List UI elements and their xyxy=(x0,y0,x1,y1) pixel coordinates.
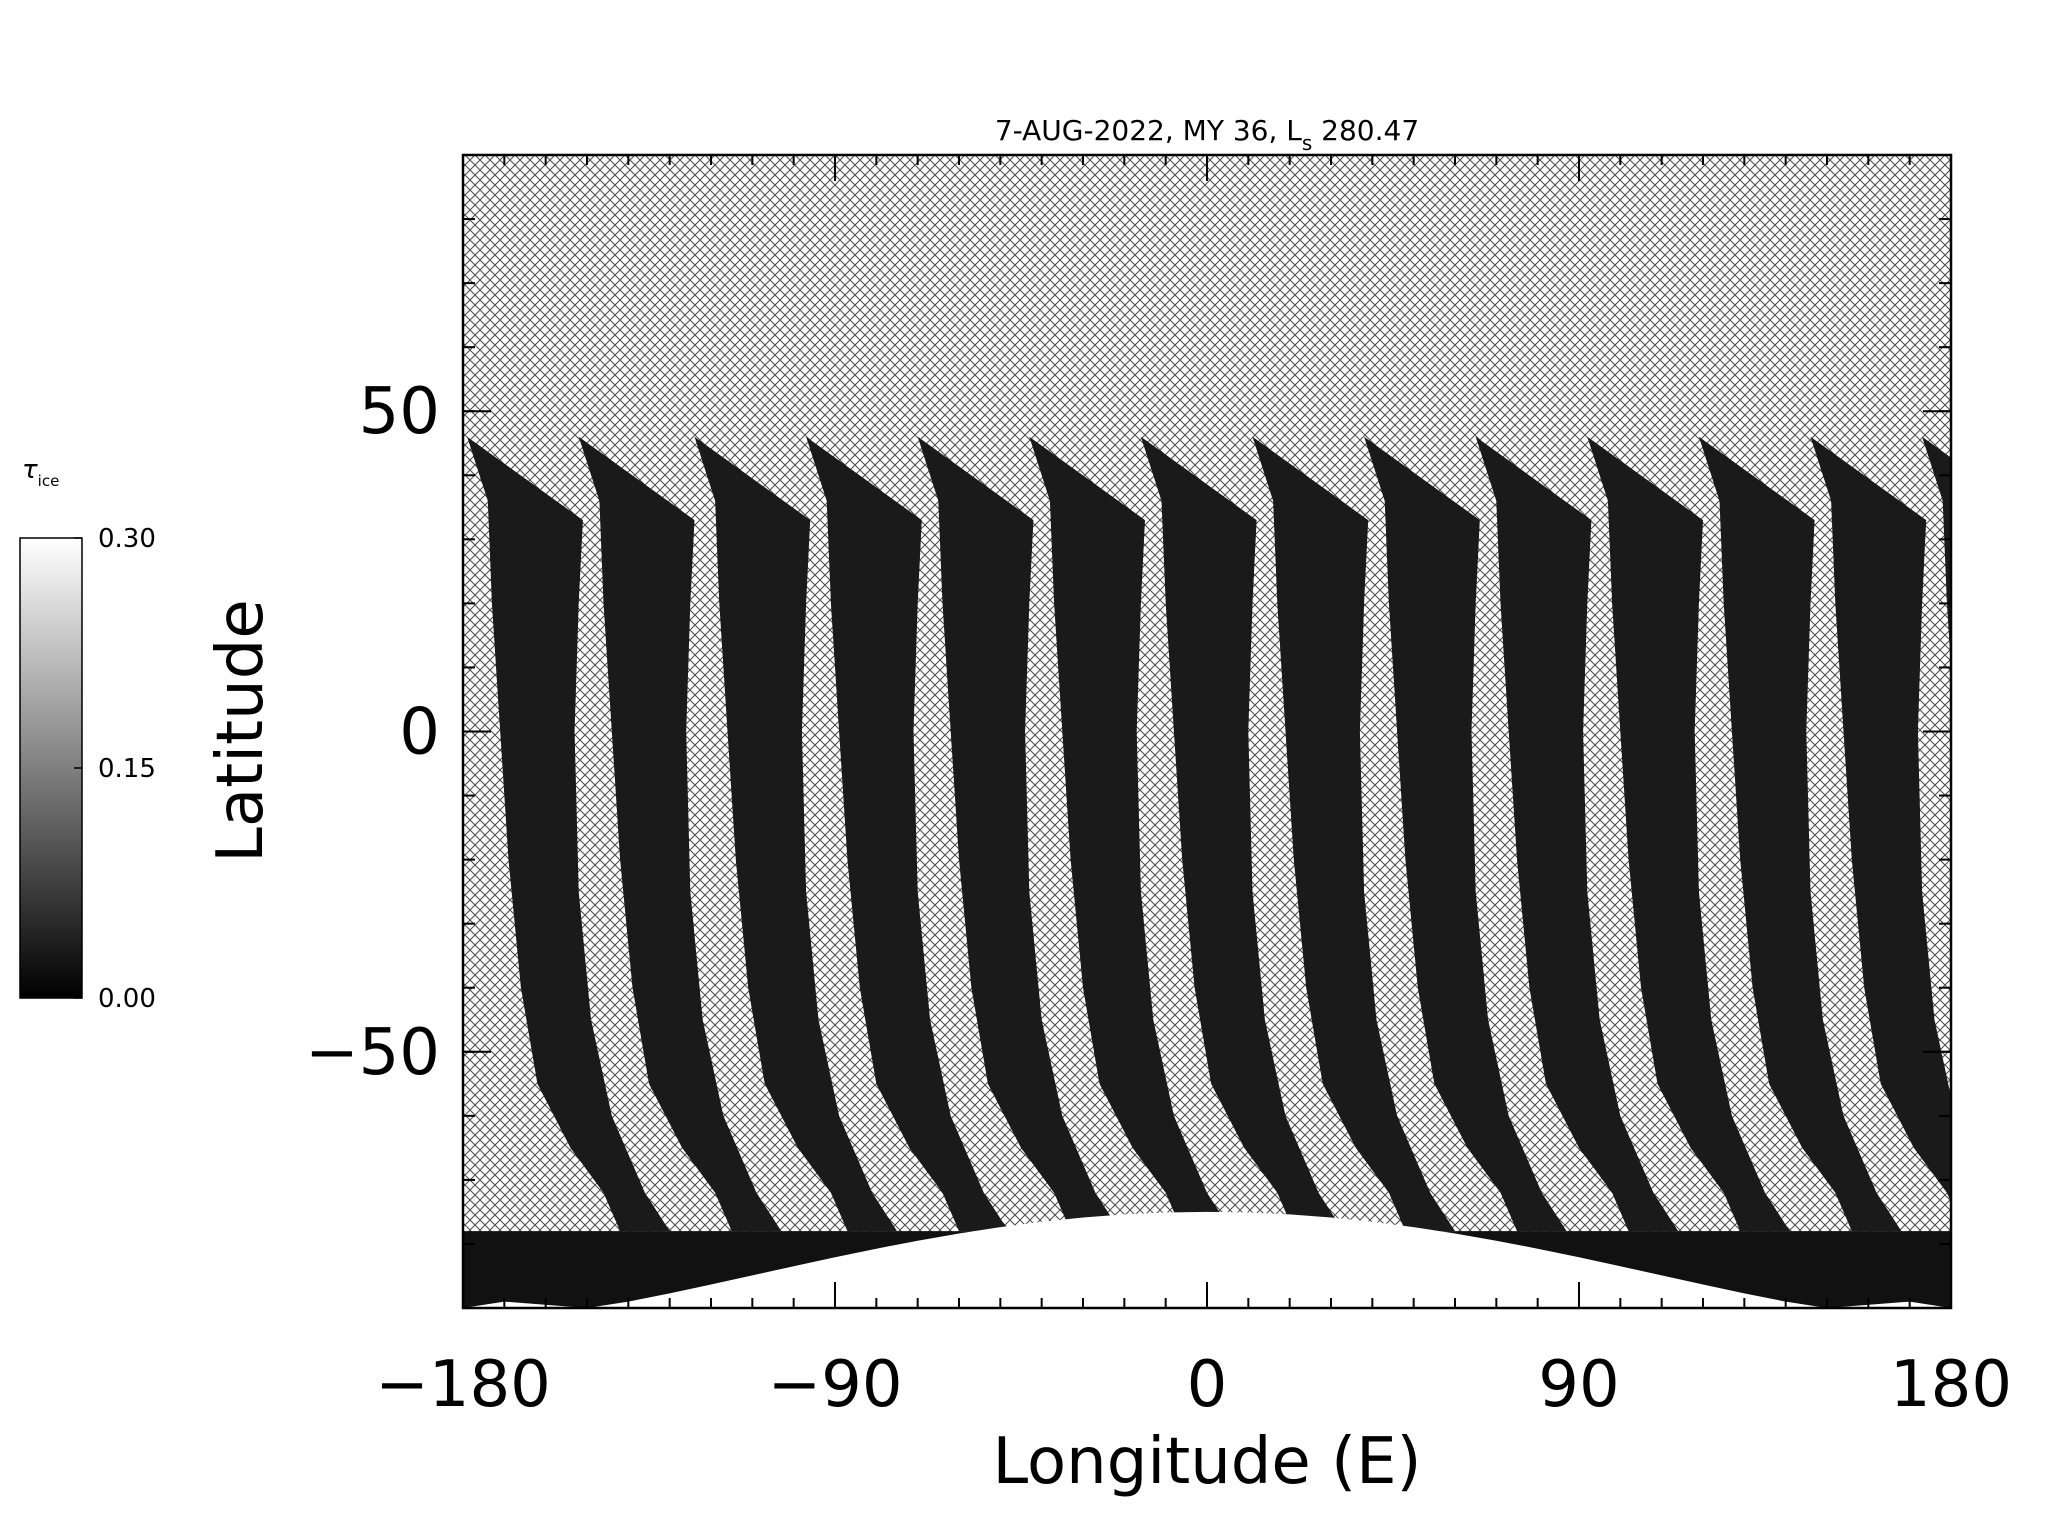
x-tick-label: 90 xyxy=(1538,1348,1619,1422)
colorbar-ticks: 0.00 0.15 0.30 xyxy=(74,524,156,1014)
y-axis-label: Latitude xyxy=(204,599,278,862)
y-tick-label: −50 xyxy=(305,1016,440,1090)
colorbar-tick-label: 0.30 xyxy=(98,524,156,554)
colorbar-gradient xyxy=(19,537,83,999)
y-tick-label: 50 xyxy=(359,375,440,449)
colorbar-tick-label: 0.15 xyxy=(98,754,156,784)
swath-9 xyxy=(1364,436,1567,1232)
swath-1 xyxy=(467,436,670,1232)
swath-6 xyxy=(1029,436,1232,1232)
axes: −180 −90 0 90 180 −50 0 50 xyxy=(305,154,2012,1422)
x-tick-label: −180 xyxy=(375,1348,551,1422)
swath-7 xyxy=(1140,436,1344,1232)
plot-area xyxy=(463,155,1951,1308)
swath-13 xyxy=(1810,436,1951,1203)
swath-14 xyxy=(1922,436,1951,668)
title-subscript: s xyxy=(1302,131,1312,155)
swath-10 xyxy=(1475,436,1679,1232)
swath-12 xyxy=(1698,436,1902,1232)
swath-3 xyxy=(694,436,897,1232)
x-tick-label: 180 xyxy=(1890,1348,2012,1422)
y-tick-label: 0 xyxy=(399,696,440,770)
swath-11 xyxy=(1587,436,1790,1232)
x-tick-label: 0 xyxy=(1187,1348,1228,1422)
colorbar: τice 0.00 0.15 0.30 xyxy=(19,455,156,1014)
chart-title: 7-AUG-2022, MY 36, Ls 280.47 xyxy=(995,114,1419,155)
x-tick-label: −90 xyxy=(767,1348,902,1422)
swath-2 xyxy=(578,436,782,1232)
swath-5 xyxy=(917,436,1121,1232)
colorbar-label: τice xyxy=(22,455,59,490)
swath-8 xyxy=(1252,436,1455,1232)
colorbar-tick-label: 0.00 xyxy=(98,984,156,1014)
swath-4 xyxy=(806,436,1009,1232)
x-axis-label: Longitude (E) xyxy=(992,1425,1421,1499)
